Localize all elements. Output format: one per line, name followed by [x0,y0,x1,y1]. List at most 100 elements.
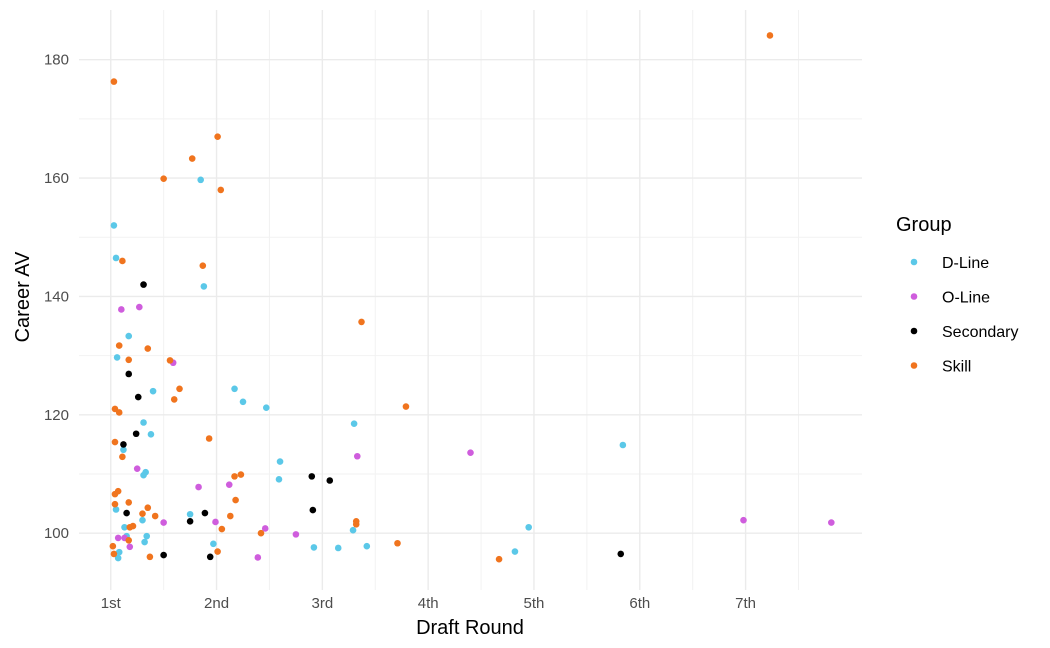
data-point [217,186,225,194]
legend-key [910,327,918,335]
data-point [144,345,152,352]
series-secondary [120,281,625,561]
data-point [133,465,141,472]
data-point [141,538,148,546]
data-point [160,551,167,559]
data-point [125,536,133,544]
data-point [176,385,183,393]
series-o-line [114,303,835,561]
data-point [275,476,283,483]
data-point [257,529,265,537]
data-point [232,496,239,504]
data-point [113,354,121,361]
y-tick-label: 100 [44,525,69,542]
data-point [140,419,147,426]
data-point [110,78,118,85]
data-point [166,357,174,364]
data-point [334,544,342,552]
y-tick-label: 160 [44,170,69,187]
data-points [109,32,835,563]
data-point [206,553,214,561]
data-point [239,398,247,406]
data-point [119,453,126,461]
data-point [114,534,122,542]
y-tick-labels: 100 120 140 160 180 [44,52,69,542]
data-point [218,525,226,533]
data-point [123,509,130,517]
data-point [308,473,316,480]
data-point [292,531,300,538]
data-point [210,540,217,548]
data-point [109,542,117,550]
grid-minor [79,10,862,590]
data-point [225,481,233,488]
data-point [186,510,194,518]
data-point [110,550,118,558]
data-point [212,518,219,526]
data-point [139,516,146,524]
data-point [146,553,154,561]
data-point [231,385,238,393]
data-point [125,370,133,378]
legend-key [910,362,918,369]
data-point [118,306,125,313]
data-point [467,449,474,456]
x-tick-label: 5th [524,595,545,612]
data-point [363,542,371,550]
x-tick-label: 2nd [204,595,229,612]
data-point [111,500,119,508]
data-point [143,532,151,540]
data-point [134,393,142,401]
data-point [125,499,133,506]
data-point [309,506,317,514]
x-tick-label: 7th [735,595,756,612]
data-point [139,510,146,517]
data-point [231,473,238,480]
data-point [261,525,269,532]
y-axis-title: Career AV [12,251,34,342]
data-point [350,420,358,427]
data-point [125,356,133,364]
data-point [112,254,120,262]
legend-label: Skill [942,359,971,376]
data-point [227,512,234,520]
data-point [188,155,196,162]
data-point [358,318,365,326]
data-point [151,512,159,520]
data-point [121,523,128,531]
data-point [195,483,202,491]
data-point [199,262,207,269]
data-point [115,342,123,349]
y-tick-label: 120 [44,407,69,424]
data-point [132,430,140,438]
legend: Group D-Line O-Line Secondary Skill [896,214,1019,376]
data-point [160,175,167,182]
data-point [149,387,157,395]
x-tick-label: 1st [101,595,122,612]
data-point [349,526,357,534]
series-d-line [110,176,627,562]
data-point [201,509,209,517]
data-point [394,539,401,547]
data-point [115,548,123,556]
data-point [511,548,519,555]
data-point [276,458,284,465]
data-point [170,396,178,403]
x-tick-labels: 1st 2nd 3rd 4th 5th 6th 7th [101,595,756,612]
data-point [237,471,245,478]
data-point [140,281,147,288]
data-point [828,519,835,526]
legend-title: Group [896,214,952,236]
data-point [402,403,410,410]
data-point [110,222,118,229]
data-point [617,550,625,558]
legend-label: Secondary [942,324,1019,341]
y-tick-label: 140 [44,288,69,305]
y-tick-label: 180 [44,52,69,69]
data-point [353,452,361,460]
data-point [254,554,262,561]
legend-label: D-Line [942,255,989,272]
data-point [120,446,127,454]
data-point [126,543,134,551]
